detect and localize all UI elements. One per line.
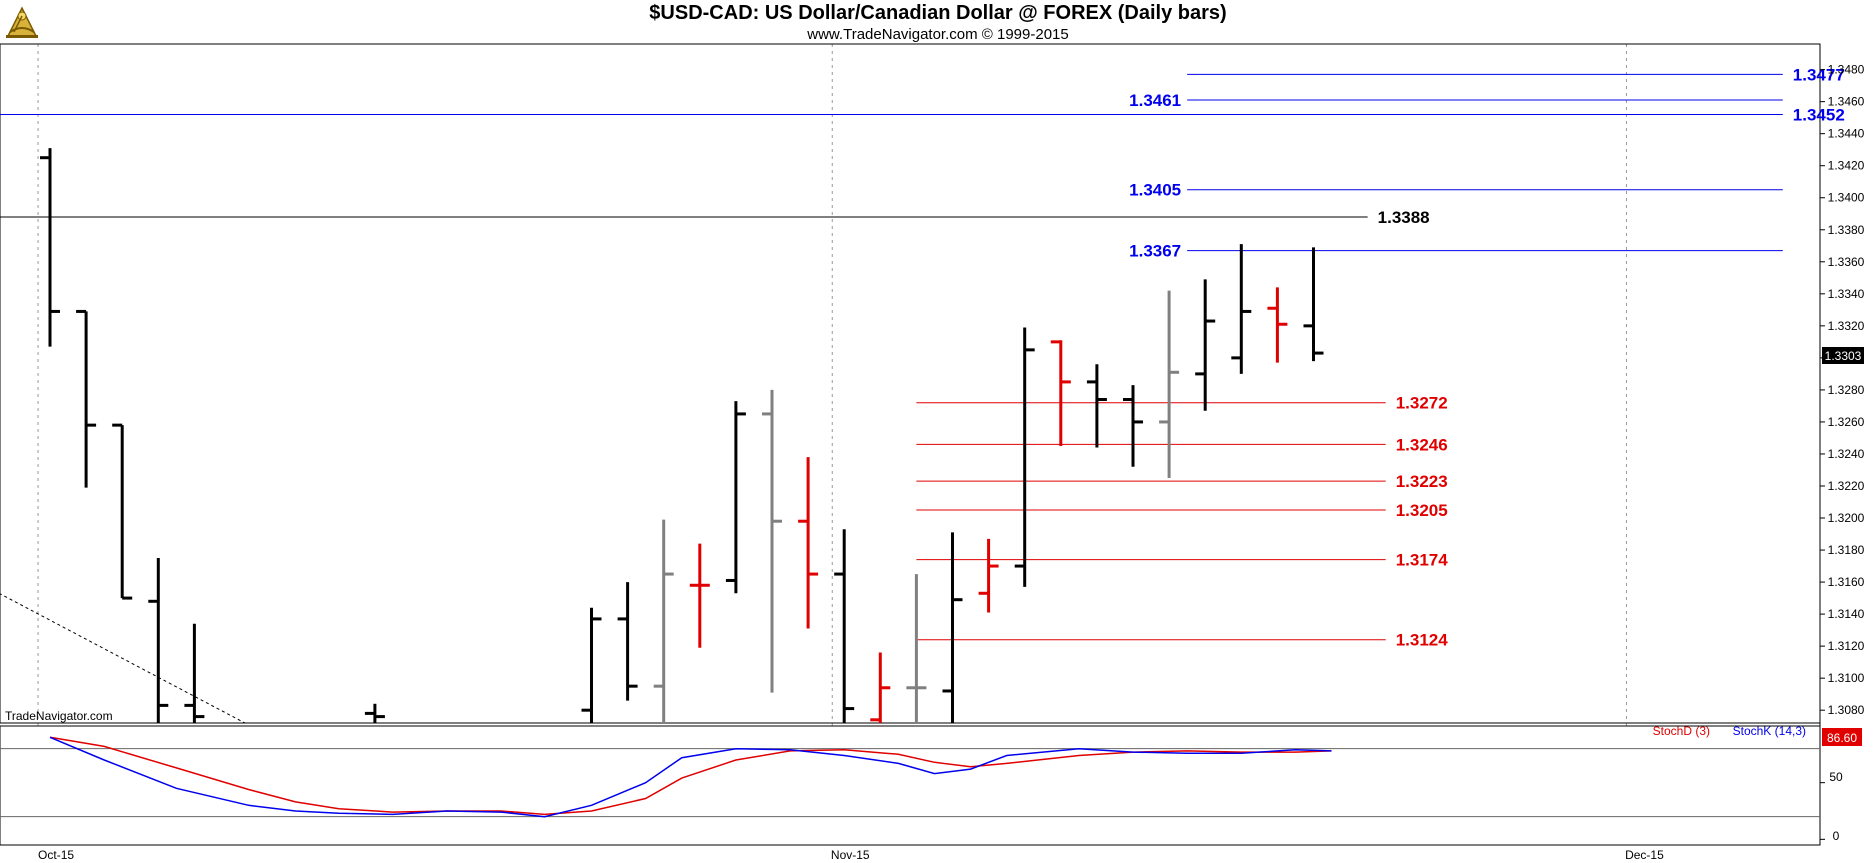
trend-line <box>0 593 246 724</box>
price-tick-label: 1.3360 <box>1828 255 1865 269</box>
price-panel <box>0 43 1821 845</box>
price-tick-label: 1.3280 <box>1828 383 1865 397</box>
price-tick-label: 1.3440 <box>1828 127 1865 141</box>
price-level-label: 1.3388 <box>1378 208 1430 227</box>
price-level-label: 1.3272 <box>1396 394 1448 413</box>
ohlc-bar <box>148 558 169 723</box>
price-level-label: 1.3223 <box>1396 472 1448 491</box>
ohlc-bar <box>40 148 60 347</box>
ohlc-bar <box>184 623 205 723</box>
ohlc-bar <box>1195 279 1216 411</box>
price-tick-label: 1.3340 <box>1828 287 1865 301</box>
ohlc-bar <box>617 582 638 701</box>
last-price-text: 1.3303 <box>1825 349 1862 363</box>
price-tick-label: 1.3180 <box>1828 543 1865 557</box>
sextant-logo-icon <box>2 2 42 42</box>
ohlc-bar <box>725 401 746 594</box>
ohlc-bar-group <box>40 148 1324 723</box>
price-tick-label: 1.3240 <box>1828 447 1865 461</box>
watermark-text: TradeNavigator.com <box>5 709 113 723</box>
price-tick-label: 1.3100 <box>1828 671 1865 685</box>
ohlc-bar <box>1267 287 1288 363</box>
stoch-panel-frame <box>0 725 1821 846</box>
ohlc-bar <box>978 538 999 613</box>
ohlc-bar <box>689 543 710 648</box>
price-tick-label: 1.3420 <box>1828 159 1865 173</box>
ohlc-bar <box>942 532 963 723</box>
stoch-d-line <box>49 736 1332 816</box>
ohlc-bar <box>834 529 855 723</box>
stoch-value-badge <box>1822 728 1862 746</box>
ohlc-bar <box>1231 244 1252 374</box>
ohlc-bar <box>870 652 891 723</box>
price-tick-label: 1.3400 <box>1828 191 1865 205</box>
date-gridlines <box>37 44 1627 845</box>
price-level-label: 1.3124 <box>1396 631 1449 650</box>
stoch-k-line <box>49 736 1332 818</box>
ohlc-bar <box>112 423 133 600</box>
price-tick-label: 1.3460 <box>1828 95 1865 109</box>
price-levels: 1.3477 1.3461 1.3452 1.3405 1.3388 1.3367 1.32… <box>0 65 1845 724</box>
ohlc-bar <box>1303 247 1324 362</box>
price-tick-label: 1.3480 <box>1828 63 1865 77</box>
price-level-label: 1.3174 <box>1396 551 1449 570</box>
stochastic-panel <box>0 725 1825 846</box>
price-tick-label: 1.3260 <box>1828 415 1865 429</box>
ohlc-bar <box>1050 340 1071 446</box>
ohlc-bar <box>762 389 782 693</box>
price-tick-label: 1.3220 <box>1828 479 1865 493</box>
chart-title: $USD-CAD: US Dollar/Canadian Dollar @ FO… <box>649 2 1227 24</box>
date-label: Nov-15 <box>831 848 870 862</box>
date-label: Oct-15 <box>38 848 74 862</box>
price-level-label: 1.3367 <box>1129 242 1181 261</box>
price-level-label: 1.3461 <box>1129 91 1181 110</box>
chart-header: $USD-CAD: US Dollar/Canadian Dollar @ FO… <box>0 0 1876 44</box>
price-tick-label: 1.3120 <box>1828 639 1865 653</box>
stoch-k-legend: StochK (14,3) <box>1733 724 1806 738</box>
price-level-label: 1.3405 <box>1129 181 1181 200</box>
stoch-tick-0: 0 <box>1833 829 1840 843</box>
price-tick-label: 1.3320 <box>1828 319 1865 333</box>
date-axis: Oct-15 Nov-15 Dec-15 <box>38 848 1664 862</box>
price-level-label: 1.3205 <box>1396 501 1448 520</box>
ohlc-bar <box>1014 327 1035 587</box>
price-tick-label: 1.3080 <box>1828 703 1865 717</box>
chart-subtitle: www.TradeNavigator.com © 1999-2015 <box>807 26 1069 43</box>
stoch-tick-50: 50 <box>1829 770 1843 784</box>
last-price-badge <box>1822 347 1864 364</box>
price-level-label: 1.3477 <box>1793 65 1845 84</box>
ohlc-bar <box>1086 364 1107 448</box>
ohlc-bar <box>581 607 602 723</box>
price-axis: 1.3480 1.3460 1.3440 1.3420 1.3400 1.3380 1.33… <box>1820 63 1865 717</box>
price-tick-label: 1.3160 <box>1828 575 1865 589</box>
ohlc-bar <box>1159 290 1180 478</box>
price-tick-label: 1.3140 <box>1828 607 1865 621</box>
price-tick-label: 1.3200 <box>1828 511 1865 525</box>
date-label: Dec-15 <box>1625 848 1664 862</box>
price-level-label: 1.3246 <box>1396 435 1448 454</box>
ohlc-bar <box>653 519 674 723</box>
ohlc-bar <box>906 574 927 723</box>
price-panel-frame <box>0 43 1821 724</box>
stoch-value-text: 86.60 <box>1827 731 1857 745</box>
ohlc-bar <box>76 309 97 488</box>
ohlc-bar <box>364 703 385 723</box>
ohlc-bar <box>798 457 819 629</box>
price-tick-label: 1.3380 <box>1828 223 1865 237</box>
ohlc-bars <box>40 148 1324 723</box>
ohlc-bar <box>1123 385 1143 467</box>
price-level-label: 1.3452 <box>1793 105 1845 124</box>
stoch-d-legend: StochD (3) <box>1653 724 1710 738</box>
